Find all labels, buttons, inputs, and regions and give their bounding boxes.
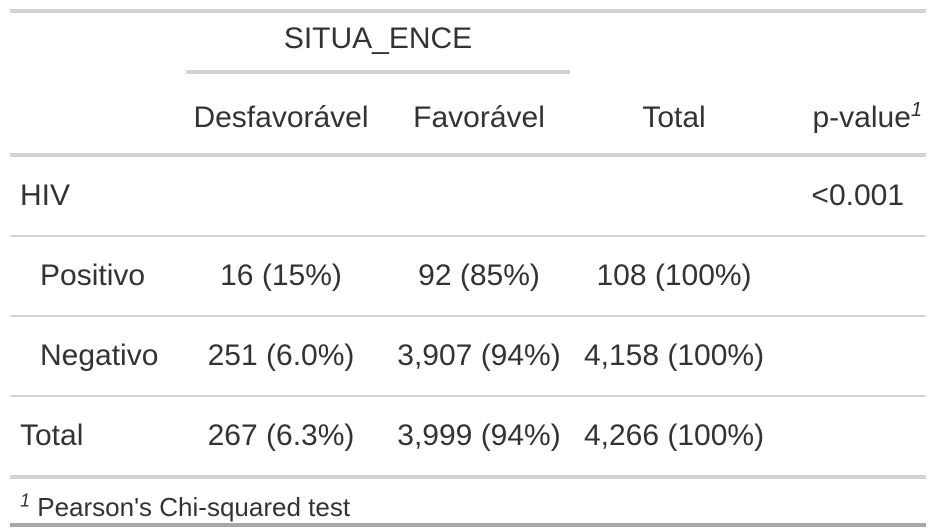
table-row: Total 267 (6.3%) 3,999 (94%) 4,266 (100%… [10, 396, 927, 479]
pvalue-footnote-mark: 1 [910, 99, 923, 121]
row-label: HIV [10, 155, 182, 237]
footnote-row: 1 Pearson's Chi-squared test [10, 477, 927, 527]
cell-total [578, 155, 771, 237]
cell-pvalue [770, 396, 927, 479]
spanner-empty-cell-total [578, 9, 771, 83]
spanner-empty-cell-pvalue [770, 9, 927, 83]
table-footer: 1 Pearson's Chi-squared test [10, 477, 927, 527]
column-header-desfavoravel: Desfavorável [182, 83, 380, 157]
table-header: SITUA_ENCE Desfavorável Favorável Total … [10, 9, 927, 157]
pvalue-header-text: p-value [812, 101, 911, 134]
cell-favoravel [380, 155, 579, 237]
column-header-total: Total [578, 83, 771, 157]
cell-pvalue [770, 236, 927, 317]
column-header-pvalue: p-value1 [770, 83, 927, 157]
cell-total: 4,266 (100%) [578, 396, 771, 479]
row-label: Positivo [10, 236, 182, 317]
footnote-mark: 1 [20, 490, 31, 511]
row-label: Negativo [10, 316, 182, 397]
column-header-favoravel: Favorável [380, 83, 579, 157]
footnote: 1 Pearson's Chi-squared test [10, 477, 927, 527]
row-label: Total [10, 396, 182, 479]
summary-table: SITUA_ENCE Desfavorável Favorável Total … [10, 9, 927, 527]
cell-desfavoravel: 251 (6.0%) [182, 316, 380, 397]
cell-desfavoravel: 16 (15%) [182, 236, 380, 317]
cell-desfavoravel: 267 (6.3%) [182, 396, 380, 479]
spanner-label: SITUA_ENCE [186, 22, 571, 74]
table-row: Negativo 251 (6.0%) 3,907 (94%) 4,158 (1… [10, 316, 927, 397]
cell-desfavoravel [182, 155, 380, 237]
cell-total: 4,158 (100%) [578, 316, 771, 397]
summary-table-container: SITUA_ENCE Desfavorável Favorável Total … [10, 9, 927, 527]
column-header-row: Desfavorável Favorável Total p-value1 [10, 83, 927, 157]
table-row: Positivo 16 (15%) 92 (85%) 108 (100%) [10, 236, 927, 317]
cell-pvalue: <0.001 [770, 155, 927, 237]
cell-favoravel: 3,907 (94%) [380, 316, 579, 397]
cell-favoravel: 92 (85%) [380, 236, 579, 317]
cell-total: 108 (100%) [578, 236, 771, 317]
column-header-label [10, 83, 182, 157]
table-row: HIV <0.001 [10, 155, 927, 237]
cell-favoravel: 3,999 (94%) [380, 396, 579, 479]
spanner-cell: SITUA_ENCE [182, 9, 579, 83]
spanner-row: SITUA_ENCE [10, 9, 927, 83]
spanner-empty-cell [10, 9, 182, 83]
footnote-text: Pearson's Chi-squared test [37, 492, 351, 522]
table-body: HIV <0.001 Positivo 16 (15%) 92 (85%) 10… [10, 155, 927, 479]
cell-pvalue [770, 316, 927, 397]
